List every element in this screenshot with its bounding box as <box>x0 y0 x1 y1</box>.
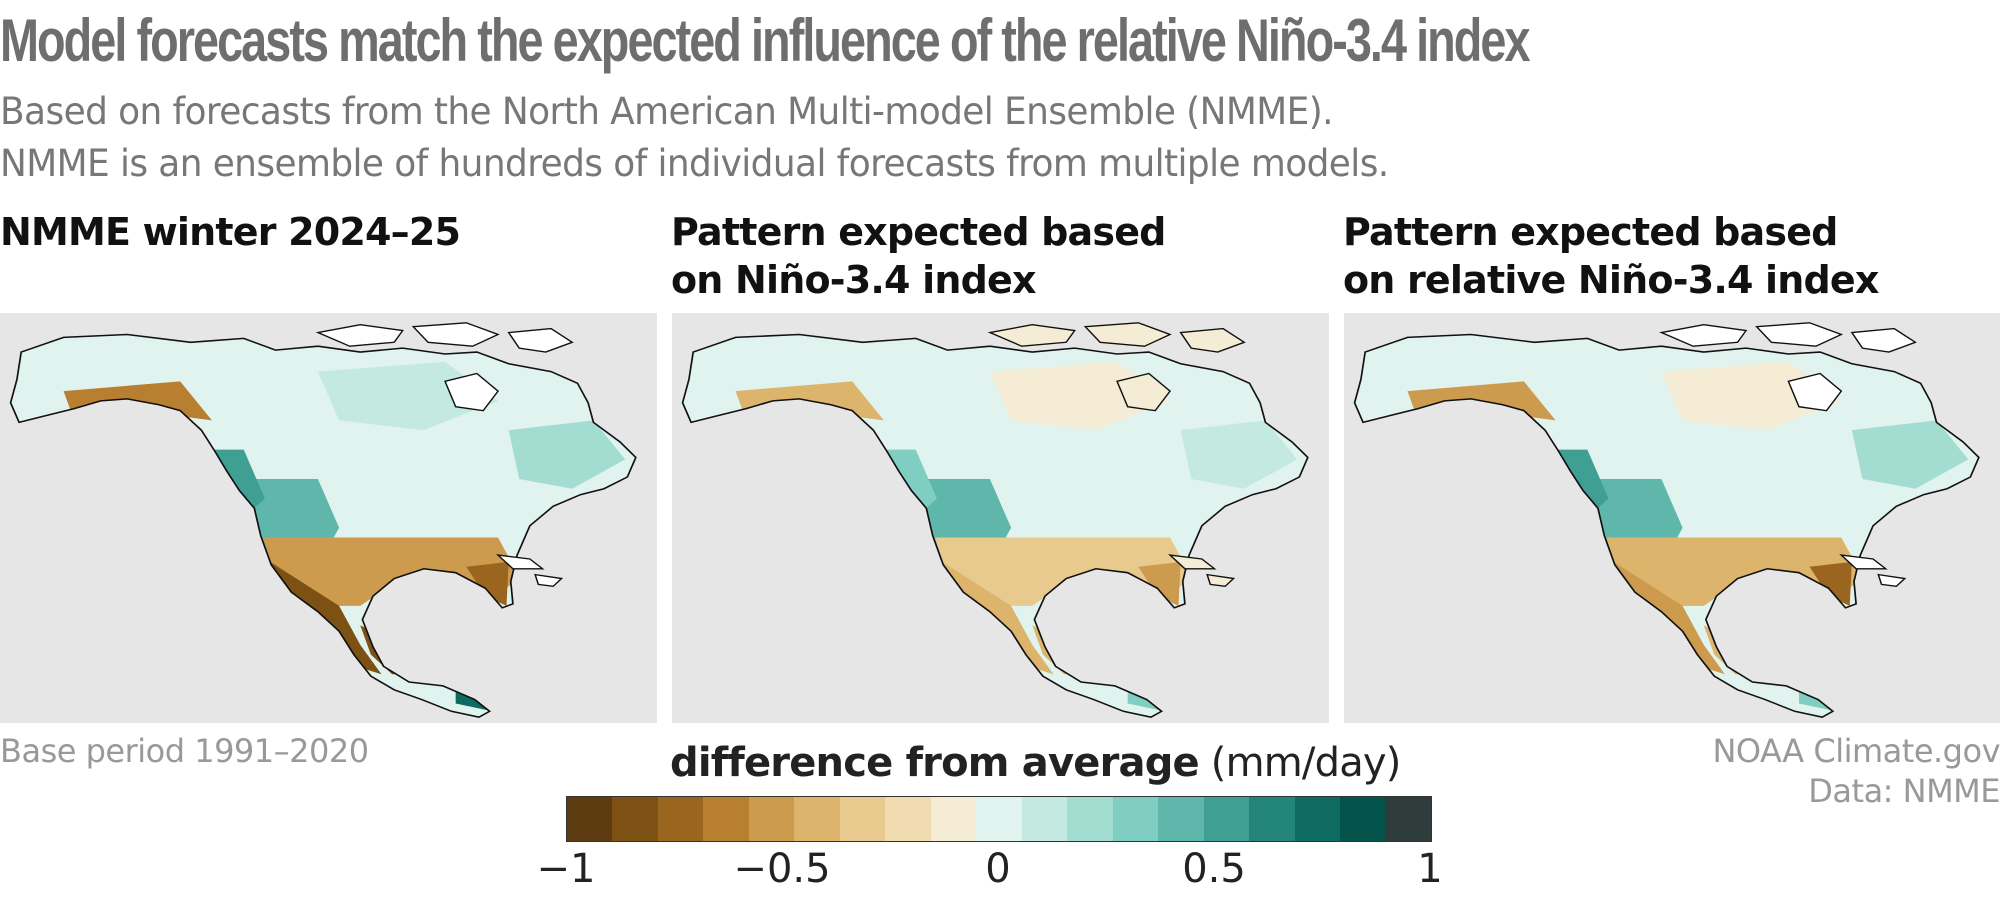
island <box>1877 573 1907 588</box>
island <box>444 372 500 412</box>
island <box>1179 327 1246 353</box>
precip-anomaly-region <box>1555 449 1609 518</box>
colorbar-bin <box>612 797 658 841</box>
precip-anomaly-region <box>1138 561 1181 606</box>
panel-title-line: NMME winter 2024–25 <box>0 210 461 254</box>
island <box>315 324 404 347</box>
coastline <box>1353 333 1980 718</box>
island <box>534 573 564 588</box>
island <box>495 554 545 570</box>
colorbar-bin <box>1112 797 1159 841</box>
coastline <box>9 333 637 718</box>
colorbar-bin <box>567 797 613 841</box>
colorbar-bin <box>657 797 704 841</box>
colorbar <box>566 796 1432 842</box>
colorbar-bin <box>1385 797 1431 841</box>
colorbar-bin <box>794 797 840 841</box>
colorbar-tick-label: 0 <box>985 846 1011 892</box>
island <box>987 324 1076 347</box>
colorbar-tick-label: 0.5 <box>1182 846 1246 892</box>
precip-anomaly-region <box>1809 561 1852 606</box>
colorbar-bin <box>885 797 931 841</box>
island <box>1167 554 1217 570</box>
island <box>1787 372 1843 412</box>
map-nmme-winter <box>0 313 657 723</box>
island <box>1206 573 1236 588</box>
colorbar-bin <box>1249 797 1295 841</box>
precip-anomaly-region <box>1180 420 1298 489</box>
base-period-note: Base period 1991–2020 <box>0 732 369 770</box>
colorbar-bin <box>1203 797 1250 841</box>
island <box>1839 554 1888 570</box>
colorbar-bin <box>1067 797 1113 841</box>
island <box>1659 324 1748 347</box>
colorbar-tick-label: 1 <box>1417 846 1443 892</box>
panel-title-line: Pattern expected based <box>671 210 1166 254</box>
colorbar-bin <box>1021 797 1068 841</box>
colorbar-bin <box>748 797 795 841</box>
panel-title-relative-nino34: Pattern expected based on relative Niño-… <box>1343 208 1879 304</box>
map-nino34-pattern <box>672 313 1329 723</box>
island <box>1850 327 1917 353</box>
legend-title: difference from average (mm/day) <box>670 740 1401 786</box>
colorbar-tick-label: −0.5 <box>733 846 831 892</box>
precip-anomaly-region <box>883 449 937 518</box>
map-relative-nino34-pattern <box>1344 313 2000 723</box>
precip-anomaly-region <box>466 561 509 606</box>
subtitle-line-1: Based on forecasts from the North Americ… <box>0 90 1334 133</box>
colorbar-bin <box>930 797 977 841</box>
chart-title: Model forecasts match the expected influ… <box>0 7 1531 74</box>
colorbar-tick-label: −1 <box>536 846 596 892</box>
panel-title-line: on Niño-3.4 index <box>671 258 1036 302</box>
map-canvas <box>1353 322 1980 718</box>
colorbar-bin <box>839 797 886 841</box>
map-canvas <box>681 322 1309 718</box>
island <box>1755 322 1844 347</box>
map-canvas <box>9 322 637 718</box>
island <box>507 327 574 353</box>
panel-title-nmme: NMME winter 2024–25 <box>0 208 461 256</box>
colorbar-bin <box>1158 797 1204 841</box>
legend-title-bold: difference from average <box>670 740 1200 786</box>
credit-source: NOAA Climate.gov <box>1712 732 2000 770</box>
panel-title-nino34: Pattern expected based on Niño-3.4 index <box>671 208 1166 304</box>
colorbar-bin <box>976 797 1022 841</box>
colorbar-bin <box>1339 797 1386 841</box>
coastline <box>681 333 1309 718</box>
colorbar-bin <box>1294 797 1340 841</box>
panel-title-line: on relative Niño-3.4 index <box>1343 258 1879 302</box>
credit-data: Data: NMME <box>1808 772 2000 810</box>
colorbar-bin <box>703 797 749 841</box>
precip-anomaly-region <box>211 449 265 518</box>
subtitle-line-2: NMME is an ensemble of hundreds of indiv… <box>0 142 1389 185</box>
island <box>1116 372 1172 412</box>
island <box>411 322 500 347</box>
legend-units: (mm/day) <box>1210 740 1402 786</box>
precip-anomaly-region <box>508 420 626 489</box>
precip-anomaly-region <box>1851 420 1969 489</box>
panel-title-line: Pattern expected based <box>1343 210 1838 254</box>
island <box>1083 322 1172 347</box>
